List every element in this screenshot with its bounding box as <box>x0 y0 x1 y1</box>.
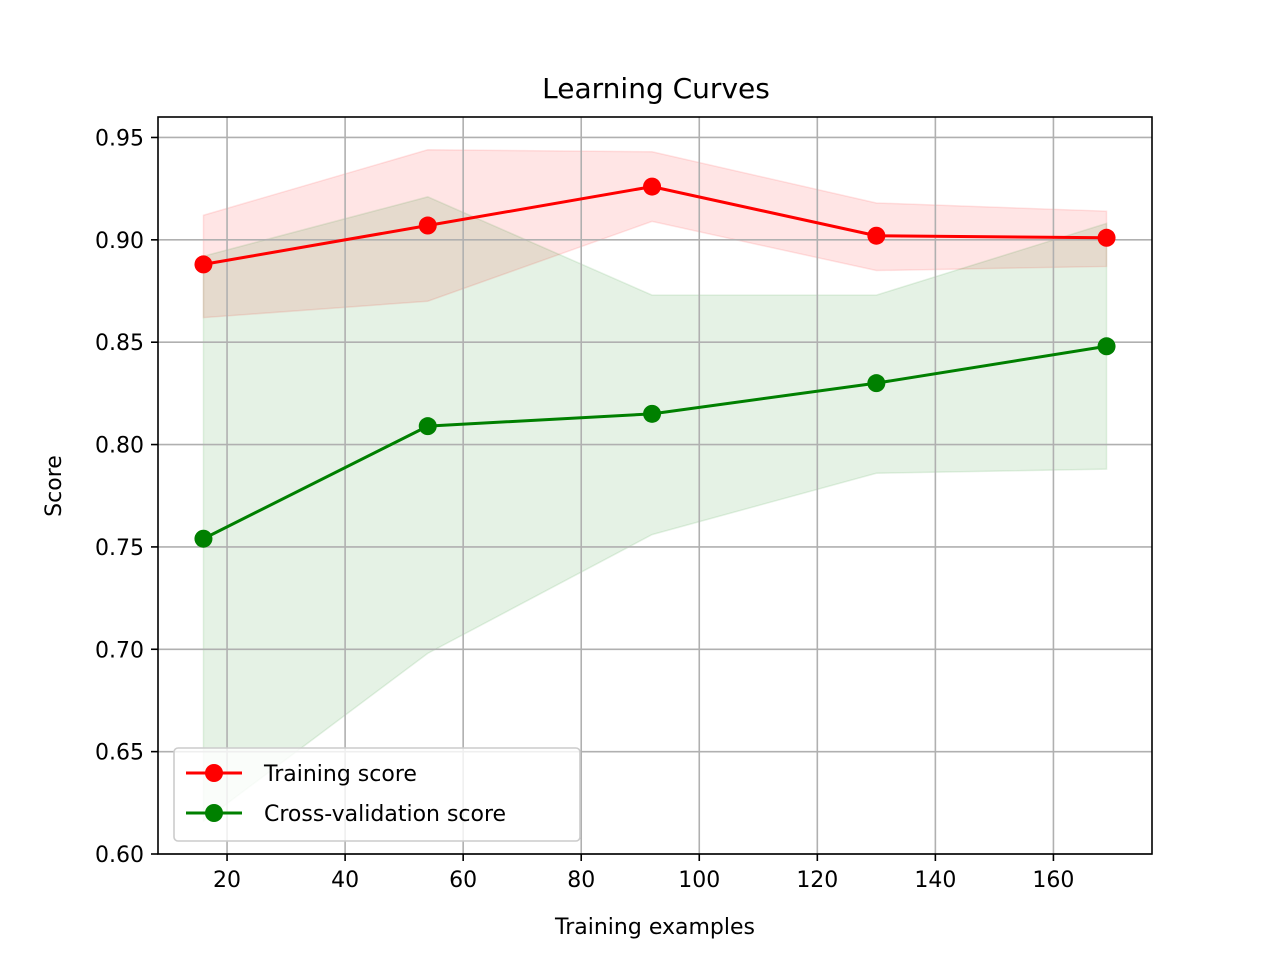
chart-title: Learning Curves <box>542 72 770 105</box>
point-cross-validation-1 <box>418 417 437 436</box>
y-axis-label: Score <box>42 455 67 517</box>
legend-marker-training <box>205 764 223 782</box>
point-training-0 <box>194 255 213 274</box>
y-tick-label-7: 0.95 <box>95 126 144 151</box>
y-tick-label-0: 0.60 <box>95 843 144 868</box>
band-training <box>202 149 1108 319</box>
x-axis-ticks: 20 40 60 80 100 120 140 160 <box>213 854 1074 893</box>
y-tick-label-5: 0.85 <box>95 331 144 356</box>
x-tick-label-1: 40 <box>331 868 359 893</box>
legend-label-training: Training score <box>263 762 417 787</box>
y-axis-ticks: 0.60 0.65 0.70 0.75 0.80 0.85 0.90 0.95 <box>95 126 158 868</box>
x-tick-label-6: 140 <box>914 868 956 893</box>
x-tick-label-5: 120 <box>796 868 838 893</box>
point-cross-validation-4 <box>1097 337 1116 356</box>
confidence-bands <box>202 149 1108 823</box>
point-training-1 <box>418 216 437 235</box>
x-tick-label-7: 160 <box>1032 868 1074 893</box>
point-training-4 <box>1097 228 1116 247</box>
legend-marker-cross-validation <box>205 804 223 822</box>
x-axis-label: Training examples <box>554 915 755 940</box>
legend-label-cross-validation: Cross-validation score <box>264 802 506 827</box>
point-cross-validation-0 <box>194 529 213 548</box>
y-tick-label-1: 0.65 <box>95 741 144 766</box>
point-cross-validation-3 <box>867 374 886 393</box>
series-markers <box>194 177 1116 548</box>
y-tick-label-2: 0.70 <box>95 638 144 663</box>
x-tick-label-2: 60 <box>449 868 477 893</box>
point-training-3 <box>867 226 886 245</box>
point-cross-validation-2 <box>643 404 662 423</box>
band-cross-validation <box>202 196 1108 823</box>
legend-box <box>173 747 581 842</box>
y-tick-label-3: 0.75 <box>95 536 144 561</box>
x-tick-label-3: 80 <box>567 868 595 893</box>
point-training-2 <box>643 177 662 196</box>
y-tick-label-4: 0.80 <box>95 434 144 459</box>
y-tick-label-6: 0.90 <box>95 229 144 254</box>
x-tick-label-4: 100 <box>678 868 720 893</box>
plot-frame <box>157 116 1153 855</box>
x-tick-label-0: 20 <box>213 868 241 893</box>
grid-lines <box>158 117 1152 855</box>
legend: Training score Cross-validation score <box>173 747 581 842</box>
